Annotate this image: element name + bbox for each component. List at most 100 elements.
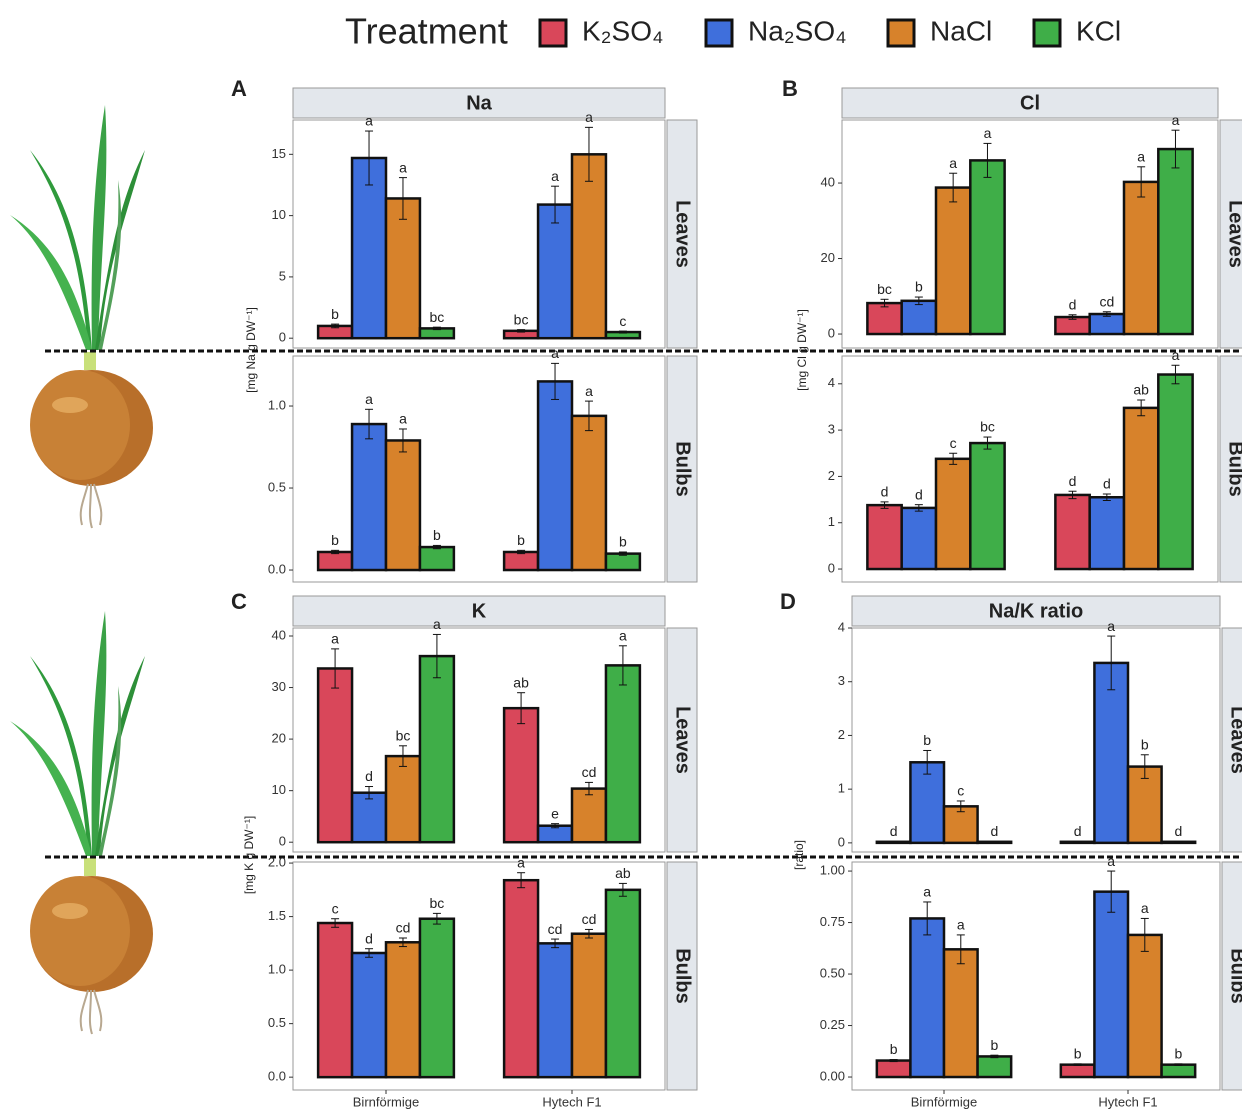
- panel-title: Cl: [1020, 92, 1040, 114]
- bar: [606, 554, 640, 570]
- y-tick-label: 0.0: [268, 1069, 286, 1084]
- facet-panel: LeavesKC[mg K g DW⁻¹]010203040adbcaabecd…: [231, 589, 697, 894]
- significance-letter: bc: [430, 309, 445, 325]
- significance-letter: a: [365, 391, 373, 407]
- significance-letter: c: [332, 900, 339, 916]
- legend-swatch: [888, 20, 914, 46]
- panel-letter: A: [231, 76, 247, 101]
- facet-panel: LeavesNaA[mg Na g DW⁻¹]051015baabcbcaac: [231, 76, 697, 393]
- significance-letter: e: [551, 805, 559, 821]
- significance-letter: cd: [548, 921, 563, 937]
- significance-letter: a: [1172, 347, 1180, 363]
- bar: [936, 188, 970, 334]
- bar: [572, 154, 606, 338]
- significance-letter: d: [915, 486, 923, 502]
- panel-title: Na/K ratio: [989, 600, 1083, 622]
- y-tick-label: 0.50: [820, 965, 845, 980]
- bar: [1061, 1065, 1095, 1077]
- significance-letter: b: [923, 732, 931, 748]
- significance-letter: d: [1174, 823, 1182, 839]
- y-tick-label: 4: [828, 375, 835, 390]
- significance-letter: bc: [877, 281, 892, 297]
- y-axis-label: [mg Cl g DW⁻¹]: [795, 309, 809, 391]
- y-axis-label: [mg K g DW⁻¹]: [242, 816, 256, 894]
- significance-letter: d: [1103, 476, 1111, 492]
- y-tick-label: 10: [272, 207, 286, 222]
- significance-letter: a: [399, 411, 407, 427]
- plant-illustration: [10, 105, 153, 1034]
- bar: [318, 668, 352, 842]
- y-tick-label: 0.0: [268, 561, 286, 576]
- significance-letter: b: [890, 1041, 898, 1057]
- y-tick-label: 20: [821, 250, 835, 265]
- y-tick-label: 0: [828, 325, 835, 340]
- significance-letter: b: [915, 279, 923, 295]
- bar: [352, 424, 386, 570]
- legend: Treatment: [345, 11, 508, 52]
- bar: [572, 789, 606, 843]
- y-tick-label: 0.25: [820, 1017, 845, 1032]
- bar: [420, 656, 454, 842]
- bar: [538, 381, 572, 570]
- significance-letter: a: [923, 884, 931, 900]
- significance-letter: a: [551, 168, 559, 184]
- error-bar: [1074, 842, 1082, 843]
- significance-letter: a: [1107, 618, 1115, 634]
- legend-label: NaCl: [930, 15, 992, 46]
- y-tick-label: 0.00: [820, 1068, 845, 1083]
- significance-letter: bc: [514, 311, 529, 327]
- y-tick-label: 2: [838, 727, 845, 742]
- significance-letter: cd: [582, 764, 597, 780]
- bar: [420, 919, 454, 1077]
- panel-border: [852, 862, 1220, 1090]
- bar: [1094, 892, 1128, 1077]
- significance-letter: c: [619, 313, 626, 329]
- bar: [352, 793, 386, 842]
- facet-panel: LeavesClB[mg Cl g DW⁻¹]02040bcbaadcdaa: [782, 76, 1242, 391]
- bar: [504, 708, 538, 842]
- figure: Treatment K₂SO₄Na₂SO₄NaClKClLeavesNaA[mg…: [0, 0, 1242, 1111]
- legend-label: KCl: [1076, 15, 1121, 46]
- x-tick-label: Birnförmige: [911, 1094, 977, 1109]
- facet-label: Bulbs: [1225, 441, 1242, 497]
- bar: [606, 665, 640, 842]
- significance-letter: ab: [1133, 382, 1149, 398]
- y-tick-label: 3: [828, 422, 835, 437]
- significance-letter: a: [585, 383, 593, 399]
- y-tick-label: 0.5: [268, 479, 286, 494]
- bar: [572, 416, 606, 570]
- bar: [970, 160, 1004, 334]
- bar: [538, 205, 572, 339]
- y-tick-label: 0: [838, 834, 845, 849]
- significance-letter: a: [949, 155, 957, 171]
- significance-letter: b: [619, 534, 627, 550]
- significance-letter: a: [399, 159, 407, 175]
- significance-letter: b: [990, 1037, 998, 1053]
- facet-panel: Bulbs0.00.51.0baabbaab: [268, 345, 697, 582]
- bar: [1055, 495, 1089, 569]
- legend-swatch: [706, 20, 732, 46]
- y-tick-label: 0: [279, 834, 286, 849]
- significance-letter: d: [1069, 296, 1077, 312]
- bar: [1124, 182, 1158, 334]
- panel-letter: C: [231, 589, 247, 614]
- bar: [978, 1056, 1012, 1077]
- bar: [538, 943, 572, 1077]
- error-bar: [890, 842, 898, 843]
- bar: [352, 953, 386, 1077]
- significance-letter: d: [990, 823, 998, 839]
- significance-letter: b: [1074, 1046, 1082, 1062]
- bar: [1090, 314, 1124, 334]
- bar: [504, 552, 538, 570]
- facet-label: Leaves: [1225, 200, 1242, 268]
- significance-letter: ab: [513, 674, 529, 690]
- bar: [867, 505, 901, 569]
- significance-letter: d: [1069, 473, 1077, 489]
- bar: [504, 880, 538, 1077]
- y-axis-label: [ratio]: [792, 840, 806, 870]
- significance-letter: d: [1074, 823, 1082, 839]
- y-tick-label: 5: [279, 268, 286, 283]
- facet-panel: Bulbs0.00.51.01.52.0BirnförmigecdcdbcHyt…: [268, 854, 697, 1109]
